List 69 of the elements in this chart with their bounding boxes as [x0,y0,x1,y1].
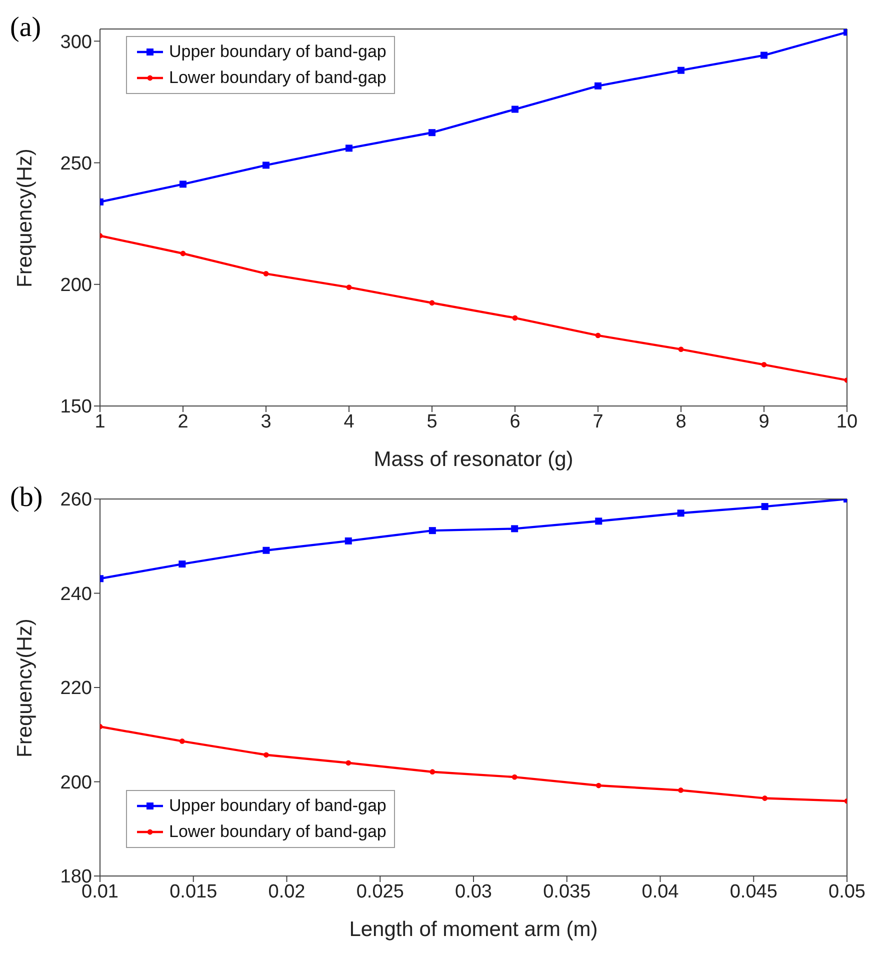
x-tick-label: 6 [510,411,520,432]
point [761,362,767,368]
x-tick-label: 3 [260,411,272,432]
point [428,129,436,136]
point [678,788,684,793]
point [179,738,185,744]
x-tick-label: 2 [178,411,188,432]
point [178,560,186,568]
point [264,752,269,758]
point [762,796,768,801]
y-tick-label: 300 [60,32,92,53]
x-tick-label: 7 [592,411,604,432]
point [595,332,601,338]
point [180,180,186,188]
point [678,66,684,74]
point [180,250,186,256]
legend-label: Lower boundary of band-gap [169,67,386,89]
point [677,510,684,517]
point [346,760,352,766]
point [761,503,768,510]
x-tick-label: 5 [426,411,438,432]
y-tick-label: 200 [60,275,92,296]
point [429,300,435,306]
y-tick-label: 200 [60,772,92,794]
point [344,537,352,544]
point [262,162,270,169]
x-tick-label: 0.03 [455,881,492,902]
y-tick-label: 250 [60,154,92,175]
point [262,546,270,554]
point [594,82,602,90]
point [595,518,602,525]
point [346,284,352,290]
x-axis-title: Mass of resonator (g) [374,448,574,471]
chart-title: (a) [10,12,42,44]
x-tick-label: 4 [344,411,355,432]
y-tick-label: 150 [60,396,92,418]
x-tick-label: 10 [836,411,858,432]
point [678,346,684,352]
point [346,144,352,152]
x-tick-label: 1 [94,411,106,432]
line-series [100,233,847,383]
legend-label: Lower boundary of band-gap [169,821,386,843]
point [760,52,768,59]
x-tick-label: 0.02 [268,881,306,902]
y-axis-title: Frequency(Hz) [13,618,36,758]
x-axis-title: Length of moment arm (m) [349,918,598,941]
y-axis-title: Frequency(Hz) [13,148,36,288]
chart-title: (b) [10,482,43,514]
point [596,782,602,788]
x-tick-label: 0.025 [356,881,404,902]
point [263,270,269,276]
x-tick-label: 9 [758,411,770,432]
x-tick-label: 0.045 [730,881,778,902]
x-tick-label: 0.015 [170,881,218,902]
point [511,525,518,532]
point [512,315,518,321]
x-tick-label: 8 [676,411,686,432]
legend-label: Upper boundary of band-gap [169,795,386,817]
point [430,769,436,775]
x-tick-label: 0.05 [828,881,866,902]
point [428,527,436,534]
point [512,774,518,780]
y-tick-label: 260 [60,490,92,511]
y-tick-label: 240 [60,584,92,605]
y-tick-label: 220 [60,678,92,700]
x-tick-label: 0.035 [543,881,591,902]
legend-label: Upper boundary of band-gap [169,41,386,63]
point [512,106,518,113]
x-tick-label: 0.04 [642,881,680,902]
